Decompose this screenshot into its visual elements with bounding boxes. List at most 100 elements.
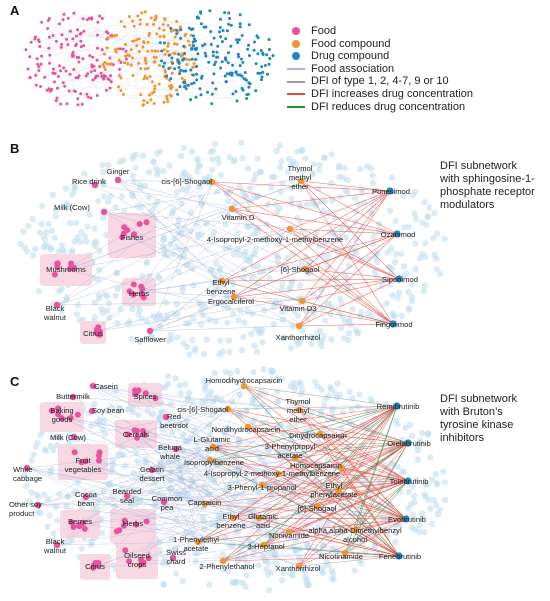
dfi-edge (263, 442, 409, 546)
background-node (401, 224, 408, 231)
node-label: ether (291, 182, 309, 191)
dfi-edge (258, 480, 409, 519)
overview-compound-node (173, 42, 176, 46)
food-node (76, 521, 83, 528)
background-node (229, 542, 237, 549)
background-node (302, 155, 309, 162)
background-node (226, 154, 234, 161)
background-node (303, 399, 311, 407)
node-label: 3-Heptanol (247, 542, 284, 551)
node-label: Ethyl (213, 278, 230, 287)
background-node (328, 180, 335, 187)
dfi-edge (298, 555, 400, 567)
node-label: Nicotinamide (319, 552, 363, 561)
overview-compound-node (140, 11, 144, 15)
overview-food-node (94, 74, 98, 78)
overview-food-node (108, 56, 112, 60)
overview-drug-node (238, 13, 242, 17)
overview-drug-node (240, 74, 244, 78)
dfi-edge (319, 405, 398, 435)
background-node (215, 283, 222, 291)
dfi-edge (233, 278, 400, 298)
overview-drug-node (163, 41, 166, 45)
overview-edge (209, 70, 253, 90)
overview-compound-node (143, 67, 147, 71)
food-node (138, 283, 145, 290)
background-node (327, 384, 334, 391)
food-node (130, 291, 137, 298)
background-node (195, 183, 203, 190)
background-node (416, 522, 423, 529)
overview-drug-node (206, 90, 210, 94)
background-node (41, 491, 48, 498)
overview-food-node (71, 37, 75, 41)
overview-drug-node (267, 62, 271, 66)
overview-edge (140, 27, 147, 42)
overview-food-node (79, 92, 83, 96)
background-node (49, 191, 56, 198)
background-node (178, 152, 185, 159)
overview-food-node (47, 46, 51, 50)
dfi-edge (298, 405, 398, 567)
overview-edge (42, 44, 114, 101)
food-node (116, 527, 123, 534)
overview-edge (42, 46, 143, 102)
dfi-edge (243, 385, 398, 407)
background-node (267, 367, 275, 374)
overview-edge (110, 43, 261, 68)
overview-compound-node (117, 85, 121, 89)
background-node (291, 308, 299, 315)
overview-food-node (84, 74, 88, 78)
dfi-edge (56, 541, 199, 546)
background-node (387, 207, 394, 214)
overview-food-node (89, 96, 93, 100)
overview-edge (61, 65, 97, 77)
dfi-edge (344, 552, 400, 557)
overview-compound-node (165, 49, 169, 53)
overview-compound-node (142, 77, 146, 81)
overview-edge (31, 45, 95, 99)
overview-compound-node (126, 62, 130, 66)
dfi-edge (298, 442, 409, 567)
background-node (59, 247, 66, 254)
overview-food-node (48, 53, 52, 57)
dfi-edge (79, 426, 249, 525)
background-node (100, 417, 108, 425)
overview-compound-node (162, 35, 166, 39)
node-label: methyl (289, 173, 312, 182)
node-label: Berries (68, 517, 92, 526)
overview-drug-node (271, 54, 275, 58)
overview-compound-node (129, 48, 133, 52)
food-node (82, 493, 90, 501)
background-node (334, 380, 341, 387)
background-node (135, 311, 142, 318)
node-label: Safflower (134, 335, 166, 344)
background-node (374, 258, 381, 266)
overview-food-node (76, 103, 80, 107)
background-node (42, 236, 49, 243)
background-node (201, 383, 208, 390)
dfi-edge (261, 442, 409, 486)
background-node (383, 300, 390, 307)
overview-food-node (79, 31, 83, 35)
overview-drug-node (260, 65, 264, 69)
background-node (427, 505, 434, 512)
overview-food-node (55, 96, 59, 100)
dfi-edge (298, 405, 398, 411)
dfi-edge (165, 416, 339, 491)
background-node (88, 423, 95, 430)
background-node (186, 545, 193, 552)
caption-line: phosphate receptor (440, 186, 535, 198)
overview-food-node (59, 102, 63, 106)
overview-food-node (88, 54, 92, 58)
background-node (422, 481, 429, 488)
overview-food-node (35, 57, 39, 61)
background-node (248, 275, 256, 282)
background-node (433, 501, 440, 509)
overview-drug-node (191, 27, 195, 31)
background-node (222, 244, 229, 252)
background-node (394, 295, 401, 302)
background-node (185, 261, 192, 268)
dfi-edge (117, 179, 306, 270)
background-node (219, 565, 226, 573)
